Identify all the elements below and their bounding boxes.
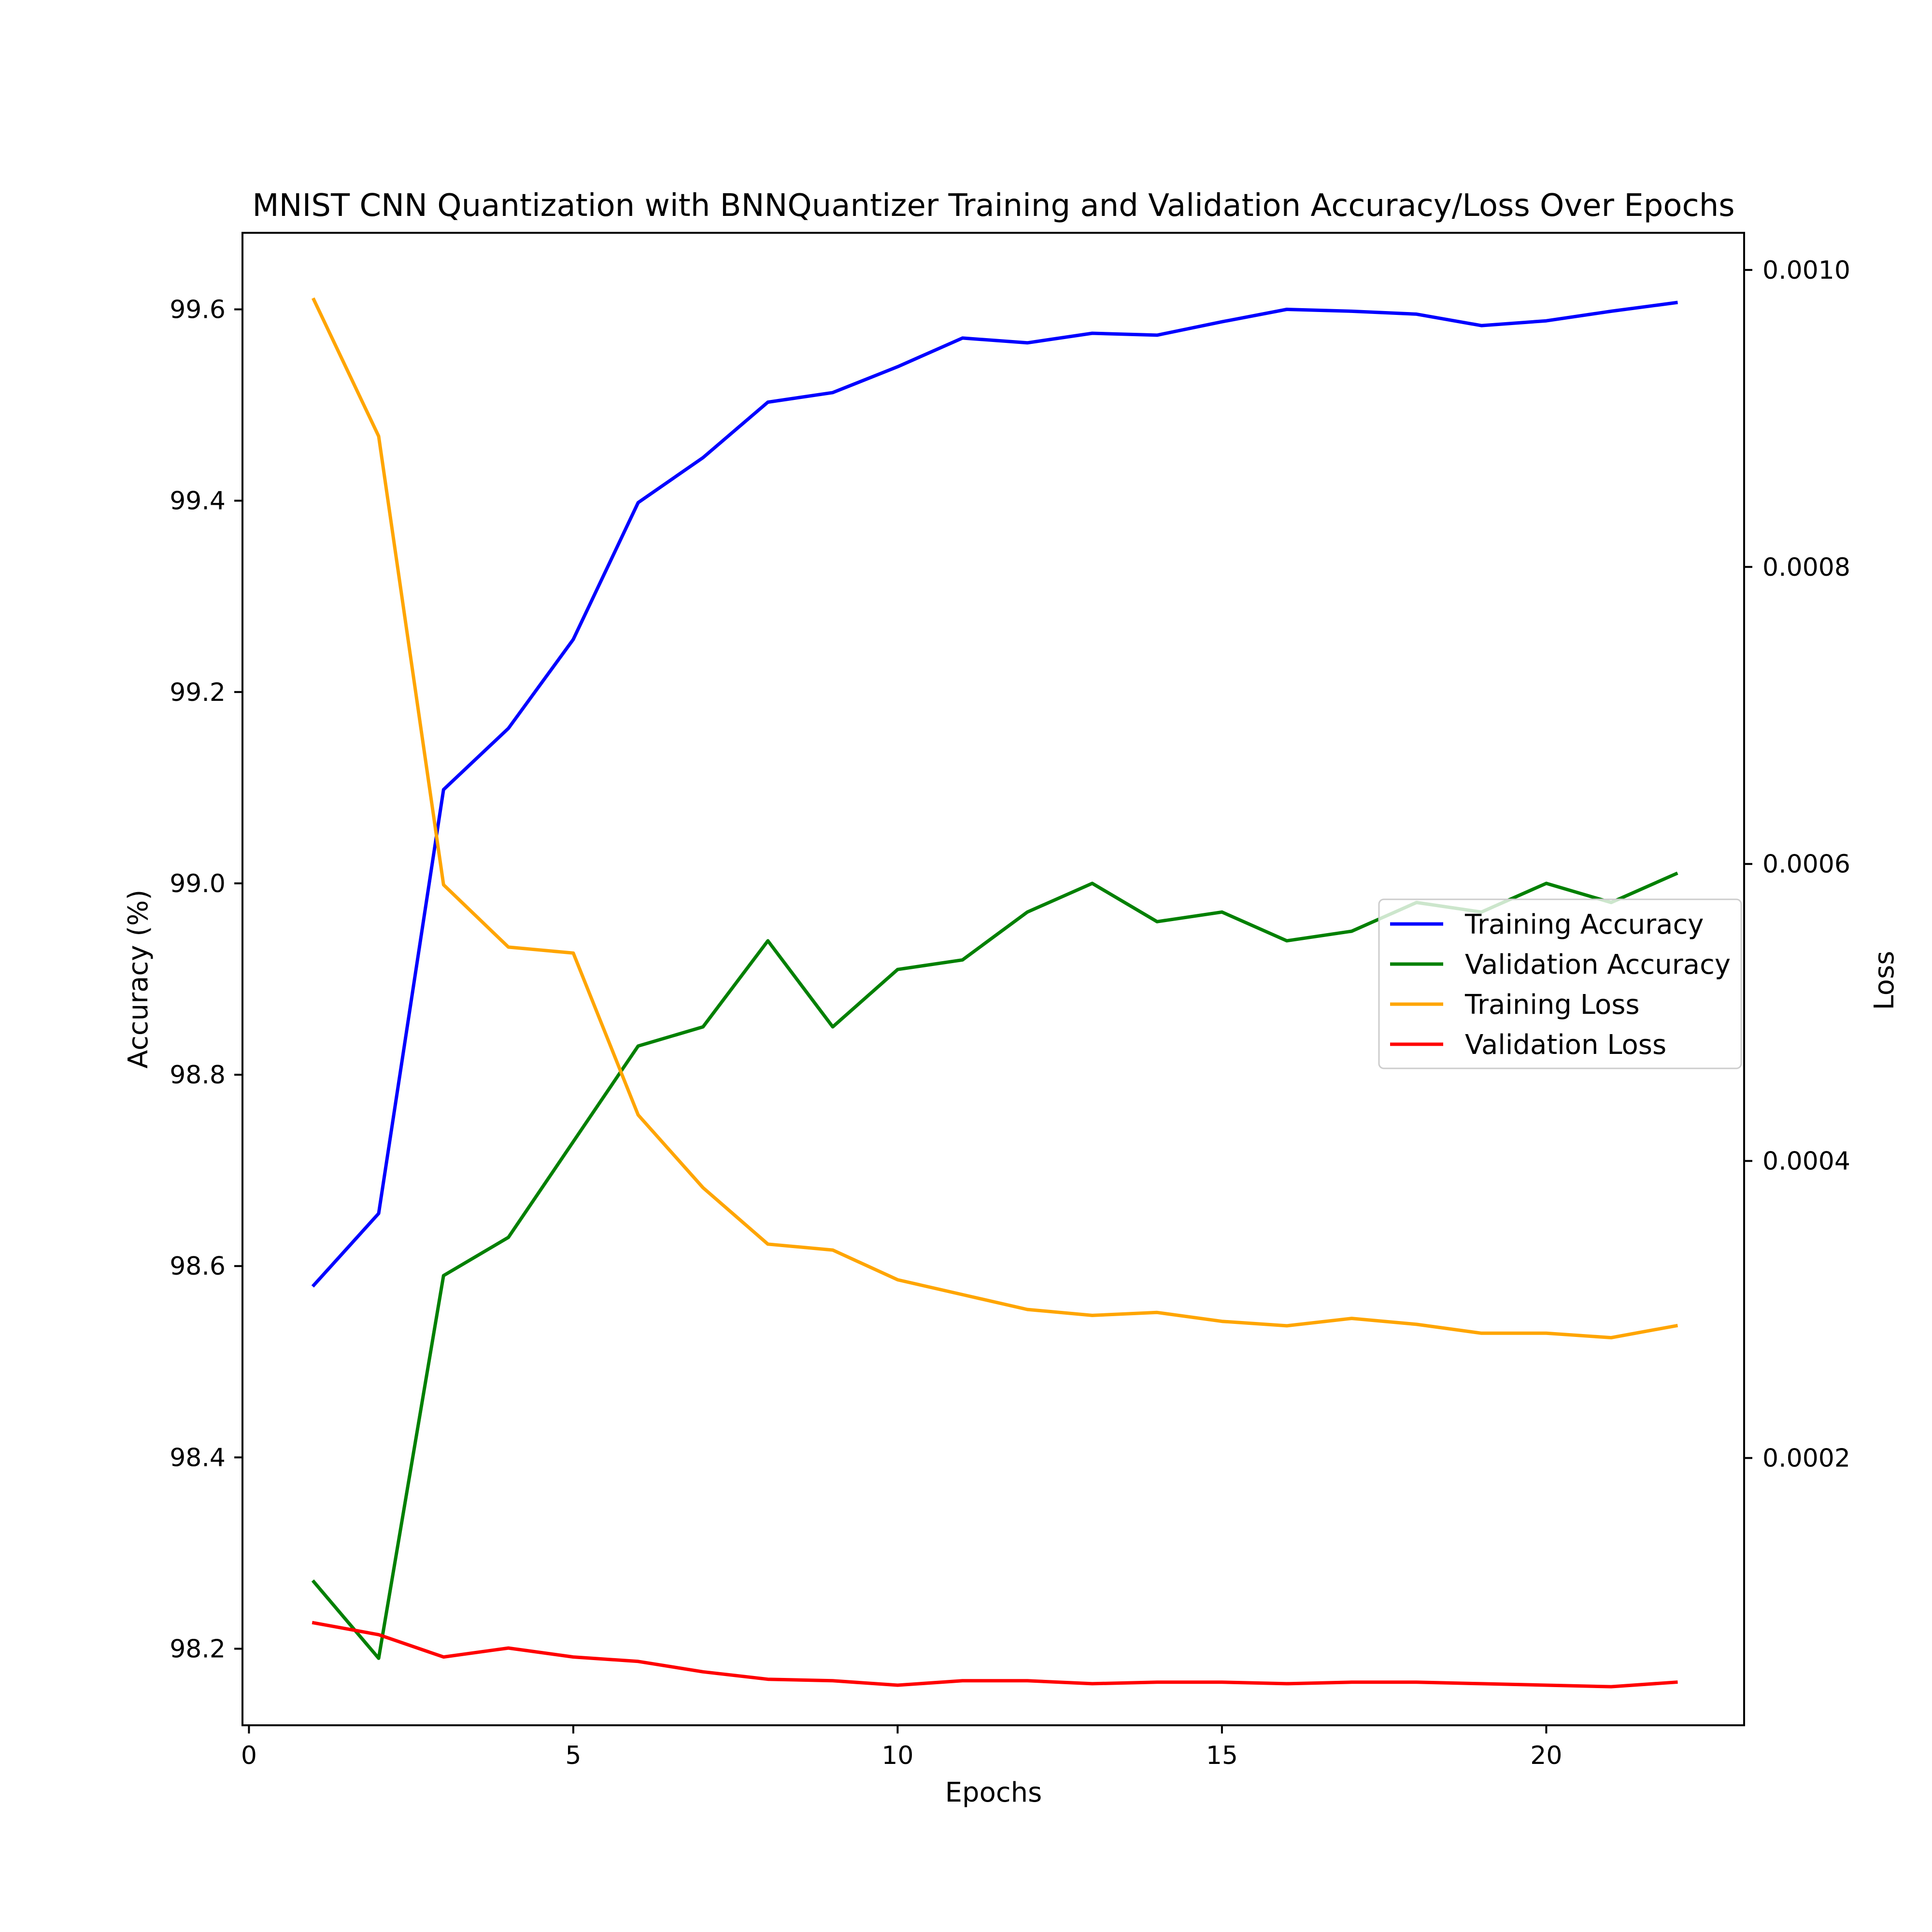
legend-label: Training Accuracy (1464, 909, 1704, 940)
y-axis-right: 0.0002 0.0004 0.0006 0.0008 0.0010 (1744, 256, 1850, 1473)
series-line-3 (312, 1620, 1678, 1689)
series-lines (311, 297, 1678, 1689)
legend-label: Training Loss (1464, 989, 1640, 1021)
y2-tick-label: 0.0008 (1762, 553, 1850, 582)
x-axis: 0 5 10 15 20 (241, 1725, 1562, 1770)
y-axis-left: 98.2 98.4 98.6 98.8 99.0 99.2 99.4 99.6 (170, 295, 242, 1664)
y-tick-label: 99.6 (170, 295, 226, 324)
y2-axis-label: Loss (1869, 951, 1900, 1010)
series-line-0 (311, 300, 1678, 1288)
y-tick-label: 99.0 (170, 869, 226, 898)
x-tick-label: 15 (1206, 1741, 1238, 1770)
x-tick-label: 20 (1530, 1741, 1562, 1770)
x-tick-label: 0 (241, 1741, 257, 1770)
legend-label: Validation Accuracy (1465, 949, 1731, 980)
legend-box (1378, 898, 1742, 1069)
plot-frame (242, 232, 1745, 1726)
y-axis-label: Accuracy (%) (123, 890, 154, 1068)
y2-tick-label: 0.0002 (1762, 1444, 1850, 1473)
legend-label: Validation Loss (1465, 1029, 1666, 1061)
legend: Training Accuracy Validation Accuracy Trai… (1378, 898, 1742, 1069)
y-tick-label: 98.2 (170, 1635, 226, 1664)
x-tick-label: 10 (881, 1741, 913, 1770)
y-tick-label: 99.4 (170, 487, 226, 516)
y2-tick-label: 0.0004 (1762, 1147, 1850, 1176)
x-axis-label: Epochs (945, 1777, 1042, 1808)
x-tick-label: 5 (565, 1741, 581, 1770)
chart-title: MNIST CNN Quantization with BNNQuantizer… (252, 188, 1734, 224)
y2-tick-label: 0.0006 (1762, 850, 1850, 879)
y2-tick-label: 0.0010 (1762, 256, 1850, 285)
y-tick-label: 99.2 (170, 678, 226, 707)
y-tick-label: 98.4 (170, 1443, 226, 1472)
y-tick-label: 98.6 (170, 1252, 226, 1281)
y-tick-label: 98.8 (170, 1061, 226, 1090)
series-line-2 (312, 297, 1678, 1339)
